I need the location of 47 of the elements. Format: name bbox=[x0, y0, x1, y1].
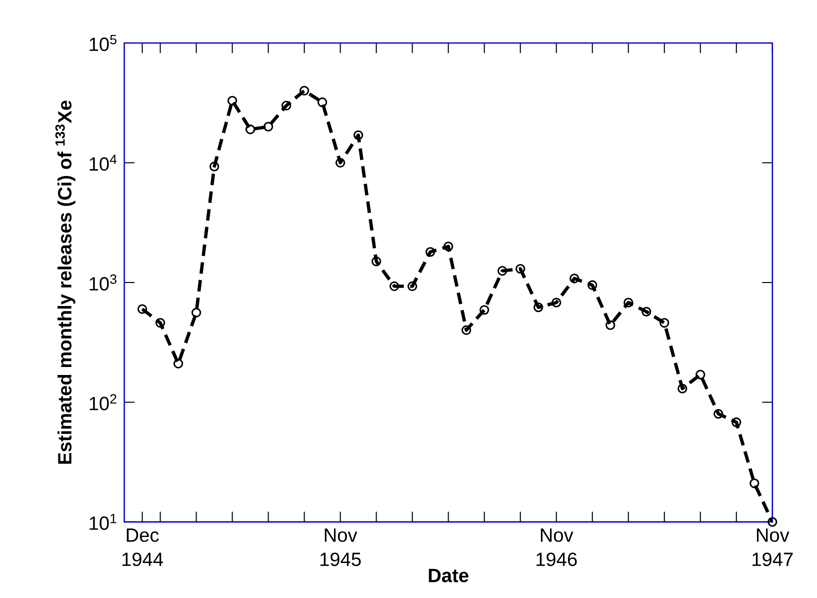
point bbox=[245, 124, 256, 134]
point bbox=[137, 304, 148, 314]
y-tick-label: 10$^{3}$ bbox=[90, 274, 116, 290]
x-axis-title: Date bbox=[428, 568, 468, 582]
point bbox=[696, 370, 706, 380]
point bbox=[407, 281, 418, 291]
y-tick-label: 10$^{5}$ bbox=[90, 34, 116, 51]
x-tick-label: Nov 1945 bbox=[320, 528, 361, 566]
point bbox=[281, 100, 292, 110]
point bbox=[209, 161, 220, 172]
point bbox=[317, 97, 328, 107]
point bbox=[425, 246, 436, 257]
point bbox=[443, 241, 454, 252]
point bbox=[353, 130, 364, 140]
y-tick-label: 10$^{2}$ bbox=[90, 394, 116, 410]
point bbox=[371, 256, 382, 266]
point bbox=[299, 86, 310, 96]
point bbox=[570, 273, 580, 284]
x-tick-label: Dec 1944 bbox=[122, 528, 163, 566]
point bbox=[227, 96, 238, 106]
point bbox=[642, 306, 652, 316]
point bbox=[534, 302, 544, 312]
point bbox=[624, 297, 634, 308]
point bbox=[335, 158, 346, 168]
point bbox=[480, 304, 490, 315]
point bbox=[660, 318, 670, 328]
point bbox=[155, 318, 166, 328]
point bbox=[191, 308, 202, 318]
point bbox=[552, 297, 562, 308]
point bbox=[768, 516, 778, 527]
point bbox=[516, 264, 526, 274]
point bbox=[606, 320, 616, 330]
x-tick-label: Nov 1947 bbox=[752, 528, 793, 566]
y-tick-label: 10$^{4}$ bbox=[90, 154, 117, 171]
point bbox=[498, 266, 508, 276]
point bbox=[732, 417, 742, 427]
point bbox=[389, 281, 400, 291]
point bbox=[588, 280, 598, 290]
y-tick-label: 10$^{1}$ bbox=[90, 514, 116, 530]
point bbox=[678, 384, 688, 394]
point bbox=[750, 478, 760, 488]
point bbox=[714, 408, 724, 418]
x-tick-label: Nov 1946 bbox=[536, 528, 577, 566]
y-axis-title: Estimated monthly releases (Ci) of $^{133}$Xe bbox=[55, 100, 76, 464]
point bbox=[173, 358, 184, 368]
point bbox=[461, 325, 472, 335]
point bbox=[263, 122, 274, 132]
